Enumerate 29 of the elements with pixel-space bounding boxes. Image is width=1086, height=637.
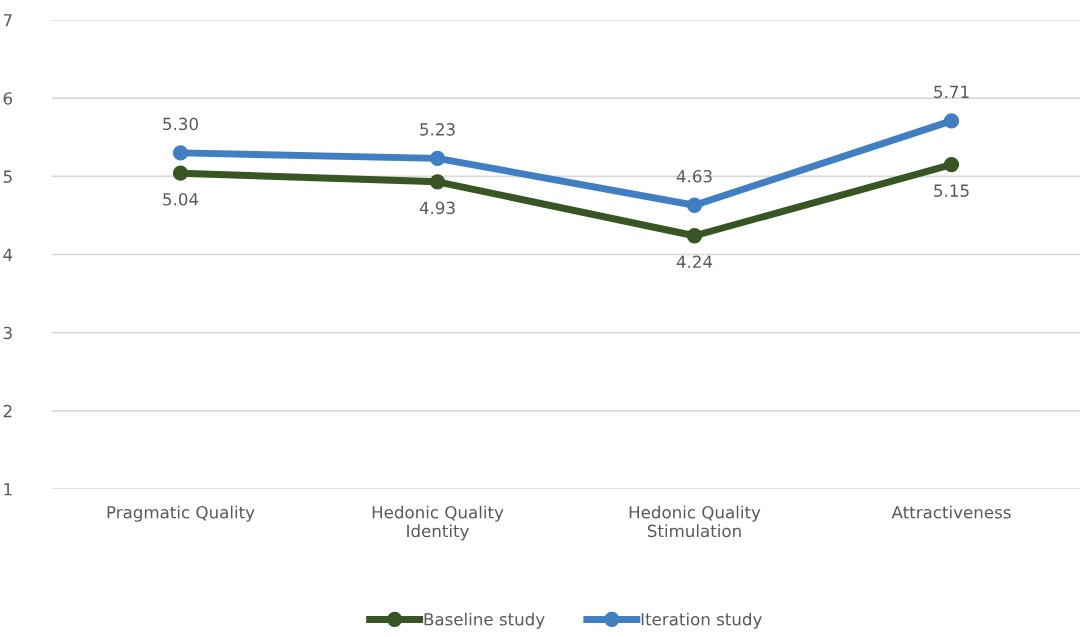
y-tick-label: 1 <box>4 483 12 496</box>
y-tick-label: 4 <box>3 248 13 261</box>
x-tick-label: Hedonic Quality Identity <box>372 505 504 541</box>
y-tick-label: 2 <box>3 404 12 418</box>
point <box>172 145 189 161</box>
point <box>429 174 446 190</box>
data-label: 5.04 <box>163 192 199 206</box>
data-label: 5.23 <box>420 123 455 136</box>
data-label: 4.24 <box>676 255 713 268</box>
point <box>686 228 703 244</box>
point <box>429 150 446 166</box>
data-label: 4.63 <box>676 169 712 183</box>
legend-label: Iteration study <box>641 612 762 629</box>
data-label: 5.15 <box>934 184 969 197</box>
point <box>943 156 960 173</box>
data-label: 5.71 <box>934 85 969 99</box>
x-tick-label: Hedonic Quality Stimulation <box>629 505 761 538</box>
legend-label: Baseline study <box>424 612 545 629</box>
y-tick-label: 7 <box>3 14 12 27</box>
point <box>943 113 960 129</box>
data-label: 5.30 <box>163 117 198 131</box>
point <box>686 197 703 213</box>
y-tick-label: 5 <box>3 170 12 183</box>
data-label: 4.93 <box>419 201 455 215</box>
x-tick-label: Pragmatic Quality <box>107 505 255 522</box>
point <box>172 165 189 181</box>
y-tick-label: 3 <box>3 326 12 340</box>
y-tick-label: 6 <box>3 92 13 105</box>
x-tick-label: Attractiveness <box>891 505 1011 519</box>
